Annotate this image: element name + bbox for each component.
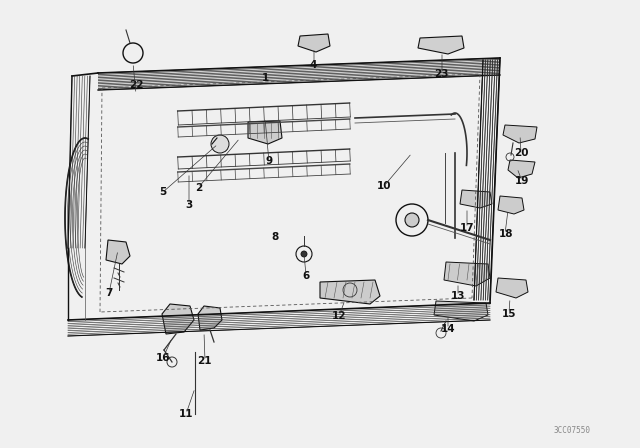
Polygon shape (444, 262, 490, 286)
Polygon shape (460, 190, 492, 208)
Text: 6: 6 (302, 271, 310, 280)
Text: 12: 12 (332, 311, 346, 321)
Text: 19: 19 (515, 177, 529, 186)
Text: 11: 11 (179, 409, 193, 419)
Polygon shape (434, 301, 488, 321)
Text: 10: 10 (377, 181, 391, 191)
Circle shape (301, 251, 307, 257)
Circle shape (211, 135, 229, 153)
Text: 14: 14 (441, 324, 455, 334)
Text: 13: 13 (451, 291, 465, 301)
Polygon shape (498, 196, 524, 214)
Circle shape (405, 213, 419, 227)
Text: 20: 20 (515, 148, 529, 158)
Text: 16: 16 (156, 353, 170, 363)
Polygon shape (198, 306, 222, 330)
Text: 23: 23 (435, 69, 449, 79)
Text: 3: 3 (185, 200, 193, 210)
Text: 17: 17 (460, 224, 474, 233)
Text: 4: 4 (310, 60, 317, 70)
Text: 8: 8 (271, 233, 279, 242)
Polygon shape (496, 278, 528, 298)
Polygon shape (162, 304, 194, 334)
Polygon shape (106, 240, 130, 264)
Text: 5: 5 (159, 187, 167, 197)
Polygon shape (508, 160, 535, 178)
Text: 1: 1 (262, 73, 269, 83)
Polygon shape (503, 125, 537, 143)
Text: 21: 21 (198, 356, 212, 366)
Polygon shape (248, 121, 282, 144)
Text: 18: 18 (499, 229, 513, 239)
Text: 2: 2 (195, 183, 202, 193)
Text: 3CC07550: 3CC07550 (554, 426, 591, 435)
Text: 9: 9 (265, 156, 273, 166)
Text: 15: 15 (502, 309, 516, 319)
Polygon shape (298, 34, 330, 52)
Text: 22: 22 (129, 80, 143, 90)
Polygon shape (418, 36, 464, 54)
Polygon shape (320, 280, 380, 304)
Text: 7: 7 (105, 289, 113, 298)
